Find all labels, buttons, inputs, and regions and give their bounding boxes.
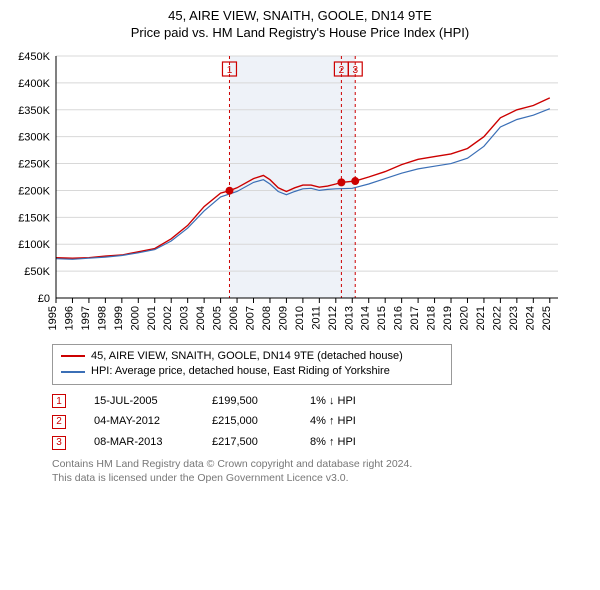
svg-text:2021: 2021 [475, 306, 487, 330]
transaction-hpi-delta: 1% ↓ HPI [310, 391, 390, 412]
svg-text:2006: 2006 [228, 306, 240, 330]
svg-text:2005: 2005 [212, 306, 224, 330]
svg-text:£200K: £200K [18, 185, 50, 197]
svg-text:£400K: £400K [18, 78, 50, 90]
svg-text:£0: £0 [38, 293, 50, 305]
svg-text:£450K: £450K [18, 51, 50, 63]
transaction-hpi-delta: 8% ↑ HPI [310, 432, 390, 453]
price-chart: £0 £50K £100K £150K £200K £250K £300K £350K £400… [8, 48, 568, 338]
svg-text:2018: 2018 [426, 306, 438, 330]
svg-text:2002: 2002 [162, 306, 174, 330]
svg-text:2014: 2014 [360, 306, 372, 330]
transaction-marker: 3 [52, 436, 66, 450]
svg-text:2011: 2011 [310, 306, 322, 330]
footer-attribution: Contains HM Land Registry data © Crown c… [52, 457, 592, 485]
transaction-row: 1 15-JUL-2005 £199,500 1% ↓ HPI [52, 391, 592, 412]
title-line-1: 45, AIRE VIEW, SNAITH, GOOLE, DN14 9TE [8, 8, 592, 25]
transaction-row: 3 08-MAR-2013 £217,500 8% ↑ HPI [52, 432, 592, 453]
transaction-price: £199,500 [212, 391, 282, 412]
footer-line-2: This data is licensed under the Open Gov… [52, 471, 592, 485]
title-line-2: Price paid vs. HM Land Registry's House … [8, 25, 592, 42]
legend-swatch [61, 355, 85, 357]
svg-text:£150K: £150K [18, 212, 50, 224]
chart-container: £0 £50K £100K £150K £200K £250K £300K £350K £400… [8, 48, 592, 338]
svg-text:1998: 1998 [96, 306, 108, 330]
svg-text:2010: 2010 [294, 306, 306, 330]
transaction-date: 04-MAY-2012 [94, 411, 184, 432]
svg-text:£350K: £350K [18, 105, 50, 117]
svg-text:2007: 2007 [245, 306, 257, 330]
svg-text:2004: 2004 [195, 306, 207, 330]
transaction-price: £217,500 [212, 432, 282, 453]
legend-label: HPI: Average price, detached house, East… [91, 364, 390, 379]
svg-text:1: 1 [227, 65, 233, 76]
svg-text:3: 3 [352, 65, 358, 76]
transaction-date: 15-JUL-2005 [94, 391, 184, 412]
legend-label: 45, AIRE VIEW, SNAITH, GOOLE, DN14 9TE (… [91, 349, 403, 364]
footer-line-1: Contains HM Land Registry data © Crown c… [52, 457, 592, 471]
transaction-row: 2 04-MAY-2012 £215,000 4% ↑ HPI [52, 411, 592, 432]
transaction-marker: 1 [52, 394, 66, 408]
svg-text:2025: 2025 [541, 306, 553, 330]
transaction-marker: 2 [52, 415, 66, 429]
svg-text:2022: 2022 [491, 306, 503, 330]
svg-text:£100K: £100K [18, 239, 50, 251]
transaction-price: £215,000 [212, 411, 282, 432]
svg-text:2020: 2020 [458, 306, 470, 330]
svg-text:2017: 2017 [409, 306, 421, 330]
transactions-table: 1 15-JUL-2005 £199,500 1% ↓ HPI 2 04-MAY-2012… [52, 391, 592, 454]
svg-text:2000: 2000 [129, 306, 141, 330]
svg-text:£300K: £300K [18, 131, 50, 143]
svg-text:2019: 2019 [442, 306, 454, 330]
svg-text:2023: 2023 [508, 306, 520, 330]
legend: 45, AIRE VIEW, SNAITH, GOOLE, DN14 9TE (… [52, 344, 452, 385]
svg-text:£50K: £50K [24, 266, 50, 278]
svg-text:1995: 1995 [47, 306, 59, 330]
svg-text:1996: 1996 [63, 306, 75, 330]
svg-text:2013: 2013 [343, 306, 355, 330]
legend-item: 45, AIRE VIEW, SNAITH, GOOLE, DN14 9TE (… [61, 349, 443, 364]
svg-text:2003: 2003 [179, 306, 191, 330]
svg-text:2016: 2016 [393, 306, 405, 330]
transaction-hpi-delta: 4% ↑ HPI [310, 411, 390, 432]
svg-text:£250K: £250K [18, 158, 50, 170]
svg-text:2008: 2008 [261, 306, 273, 330]
chart-title-block: 45, AIRE VIEW, SNAITH, GOOLE, DN14 9TE P… [8, 8, 592, 42]
legend-swatch [61, 371, 85, 373]
transaction-date: 08-MAR-2013 [94, 432, 184, 453]
svg-text:2009: 2009 [277, 306, 289, 330]
svg-text:2015: 2015 [376, 306, 388, 330]
svg-text:1997: 1997 [80, 306, 92, 330]
legend-item: HPI: Average price, detached house, East… [61, 364, 443, 379]
svg-text:2012: 2012 [327, 306, 339, 330]
svg-text:2: 2 [339, 65, 345, 76]
svg-text:1999: 1999 [113, 306, 125, 330]
svg-text:2024: 2024 [524, 306, 536, 330]
svg-text:2001: 2001 [146, 306, 158, 330]
